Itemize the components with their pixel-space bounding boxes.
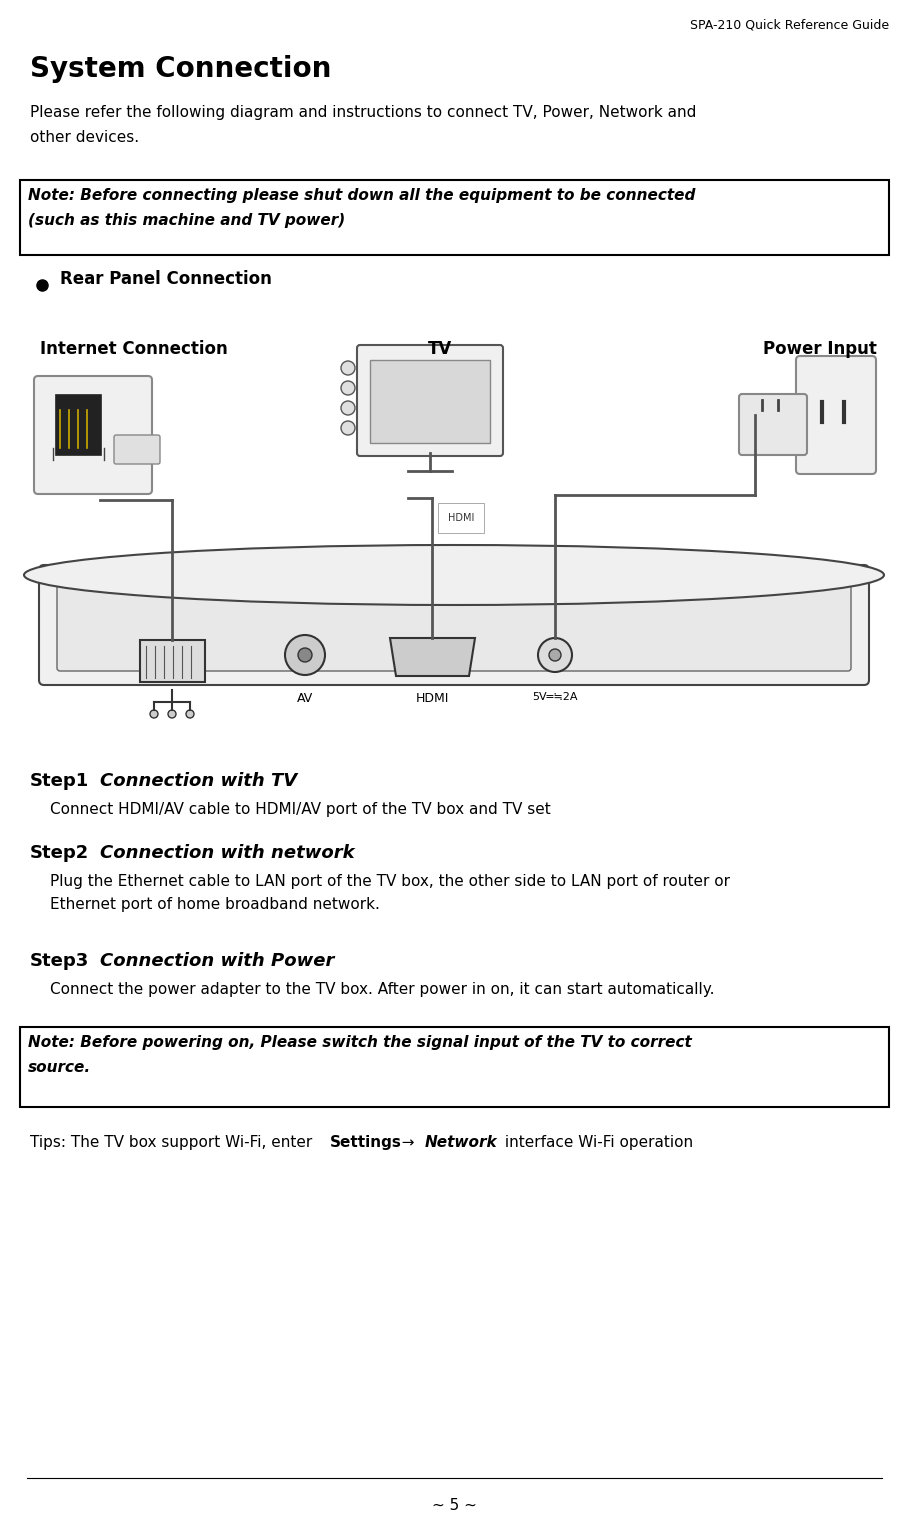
Circle shape [341, 420, 355, 434]
Text: Connection with network: Connection with network [100, 844, 355, 862]
Polygon shape [390, 638, 475, 676]
FancyBboxPatch shape [20, 1027, 889, 1107]
Ellipse shape [24, 544, 884, 605]
Text: Tips: The TV box support Wi-Fi, enter: Tips: The TV box support Wi-Fi, enter [30, 1135, 317, 1150]
Text: Connect the power adapter to the TV box. After power in on, it can start automat: Connect the power adapter to the TV box.… [50, 982, 714, 997]
Circle shape [341, 401, 355, 414]
Text: Connection with Power: Connection with Power [100, 953, 335, 969]
FancyBboxPatch shape [140, 641, 205, 682]
FancyBboxPatch shape [739, 394, 807, 456]
Circle shape [298, 648, 312, 662]
Text: Plug the Ethernet cable to LAN port of the TV box, the other side to LAN port of: Plug the Ethernet cable to LAN port of t… [50, 875, 730, 913]
Text: TV: TV [428, 339, 452, 358]
Text: interface Wi-Fi operation: interface Wi-Fi operation [500, 1135, 694, 1150]
Text: Connect HDMI/AV cable to HDMI/AV port of the TV box and TV set: Connect HDMI/AV cable to HDMI/AV port of… [50, 803, 551, 816]
Circle shape [341, 361, 355, 375]
FancyBboxPatch shape [56, 394, 101, 456]
Text: Connection with TV: Connection with TV [100, 772, 297, 790]
Text: Settings: Settings [330, 1135, 402, 1150]
Circle shape [285, 635, 325, 674]
Text: Internet Connection: Internet Connection [40, 339, 228, 358]
Text: Step3: Step3 [30, 953, 89, 969]
Text: Rear Panel Connection: Rear Panel Connection [60, 271, 272, 287]
Text: Step1: Step1 [30, 772, 89, 790]
FancyBboxPatch shape [357, 346, 503, 456]
Circle shape [538, 638, 572, 673]
FancyBboxPatch shape [114, 434, 160, 463]
FancyBboxPatch shape [57, 579, 851, 671]
Text: Step2: Step2 [30, 844, 89, 862]
Text: ~ 5 ~: ~ 5 ~ [432, 1498, 476, 1514]
Circle shape [341, 381, 355, 394]
FancyBboxPatch shape [39, 566, 869, 685]
Text: Power Input: Power Input [763, 339, 877, 358]
FancyBboxPatch shape [34, 376, 152, 494]
Text: Note: Before connecting please shut down all the equipment to be connected
(such: Note: Before connecting please shut down… [28, 188, 695, 228]
Text: System Connection: System Connection [30, 55, 332, 83]
Circle shape [549, 648, 561, 661]
Circle shape [168, 709, 176, 719]
FancyBboxPatch shape [20, 180, 889, 255]
Text: Note: Before powering on, Please switch the signal input of the TV to correct
so: Note: Before powering on, Please switch … [28, 1035, 692, 1075]
FancyBboxPatch shape [796, 356, 876, 474]
Text: HDMI: HDMI [415, 693, 449, 705]
Circle shape [186, 709, 194, 719]
Text: Network: Network [425, 1135, 497, 1150]
Text: AV: AV [297, 693, 313, 705]
Circle shape [150, 709, 158, 719]
FancyBboxPatch shape [370, 359, 490, 443]
Text: →: → [392, 1135, 415, 1150]
Text: Please refer the following diagram and instructions to connect TV, Power, Networ: Please refer the following diagram and i… [30, 106, 696, 145]
Text: SPA-210 Quick Reference Guide: SPA-210 Quick Reference Guide [690, 18, 889, 31]
Text: 5V═≒2A: 5V═≒2A [533, 693, 578, 702]
Text: HDMI: HDMI [448, 514, 474, 523]
